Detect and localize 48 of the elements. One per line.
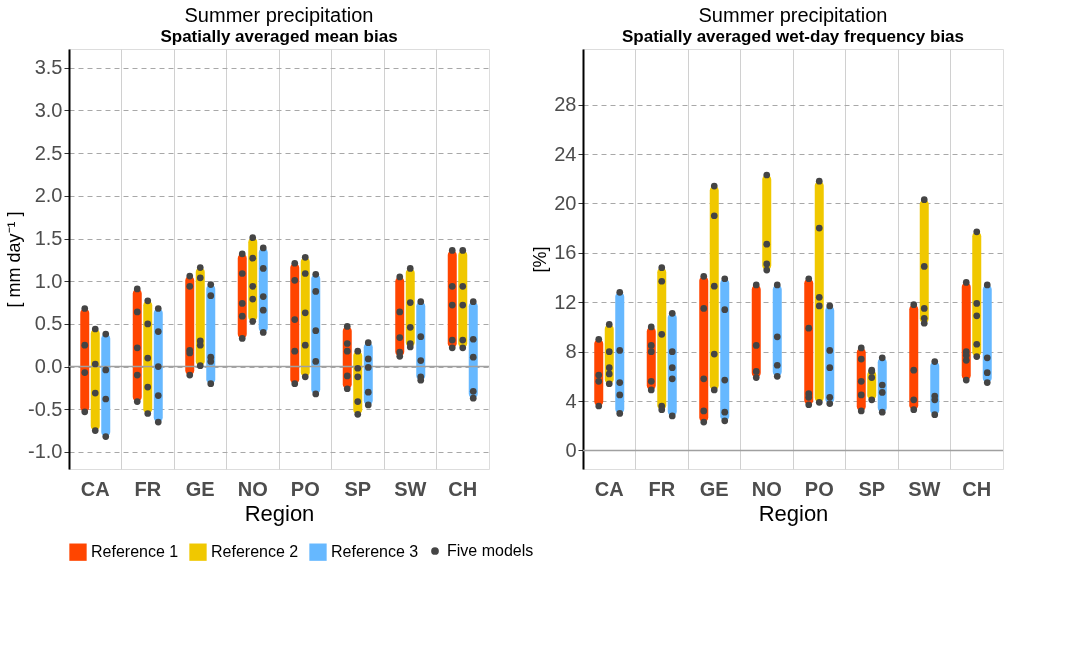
x-tick-label: CA: [80, 477, 110, 500]
x-tick-label: FR: [648, 477, 676, 500]
x-axis-title: Region: [758, 500, 829, 526]
y-tick-label: 2.5: [34, 141, 63, 164]
x-tick-label: GE: [185, 477, 215, 500]
y-tick-label: 1.5: [34, 227, 63, 250]
x-tick-label: CH: [962, 477, 992, 500]
y-tick-label: 2.0: [34, 184, 63, 207]
chart-title: Summer precipitation: [698, 4, 888, 26]
x-tick-label: NO: [237, 477, 268, 500]
x-tick-label: GE: [699, 477, 729, 500]
y-tick-label: 28: [554, 93, 577, 116]
x-tick-label: SP: [858, 477, 886, 500]
x-tick-label: FR: [134, 477, 162, 500]
y-tick-label: 24: [554, 142, 577, 165]
y-tick-label: 20: [554, 191, 577, 214]
x-tick-label: NO: [751, 477, 782, 500]
y-tick-label: -0.5: [28, 397, 63, 420]
y-tick-label: 1.0: [34, 269, 63, 292]
y-tick-label: -1.0: [28, 440, 63, 463]
x-axis-title: Region: [244, 500, 315, 526]
x-tick-label: SW: [908, 477, 941, 500]
x-tick-label: PO: [290, 477, 320, 500]
x-tick-label: SW: [394, 477, 427, 500]
y-axis-title: [%]: [530, 246, 551, 273]
y-tick-label: 3.0: [34, 98, 63, 121]
y-tick-label: 12: [554, 290, 577, 313]
chart-subtitle: Spatially averaged wet-day frequency bias: [621, 27, 965, 46]
legend-label: Five models: [447, 542, 534, 559]
y-tick-label: 16: [554, 241, 577, 264]
legend-label: Reference 2: [211, 543, 299, 561]
legend-label: Reference 1: [91, 543, 179, 561]
y-axis-title: [ mm day⁻¹ ]: [4, 211, 25, 308]
y-tick-label: 0.5: [34, 312, 63, 335]
chart-title: Summer precipitation: [184, 4, 374, 26]
legend-label: Reference 3: [331, 543, 419, 561]
y-tick-label: 0.0: [34, 355, 63, 378]
bar: [709, 186, 719, 390]
y-tick-label: 8: [565, 340, 577, 363]
x-tick-label: PO: [804, 477, 834, 500]
y-tick-label: 3.5: [34, 56, 63, 79]
chart-subtitle: Spatially averaged mean bias: [160, 27, 398, 46]
x-tick-label: CH: [448, 477, 478, 500]
x-tick-label: CA: [594, 477, 624, 500]
y-tick-label: 4: [565, 389, 577, 412]
y-tick-label: 0: [565, 438, 577, 461]
x-tick-label: SP: [344, 477, 372, 500]
bar: [814, 181, 824, 403]
